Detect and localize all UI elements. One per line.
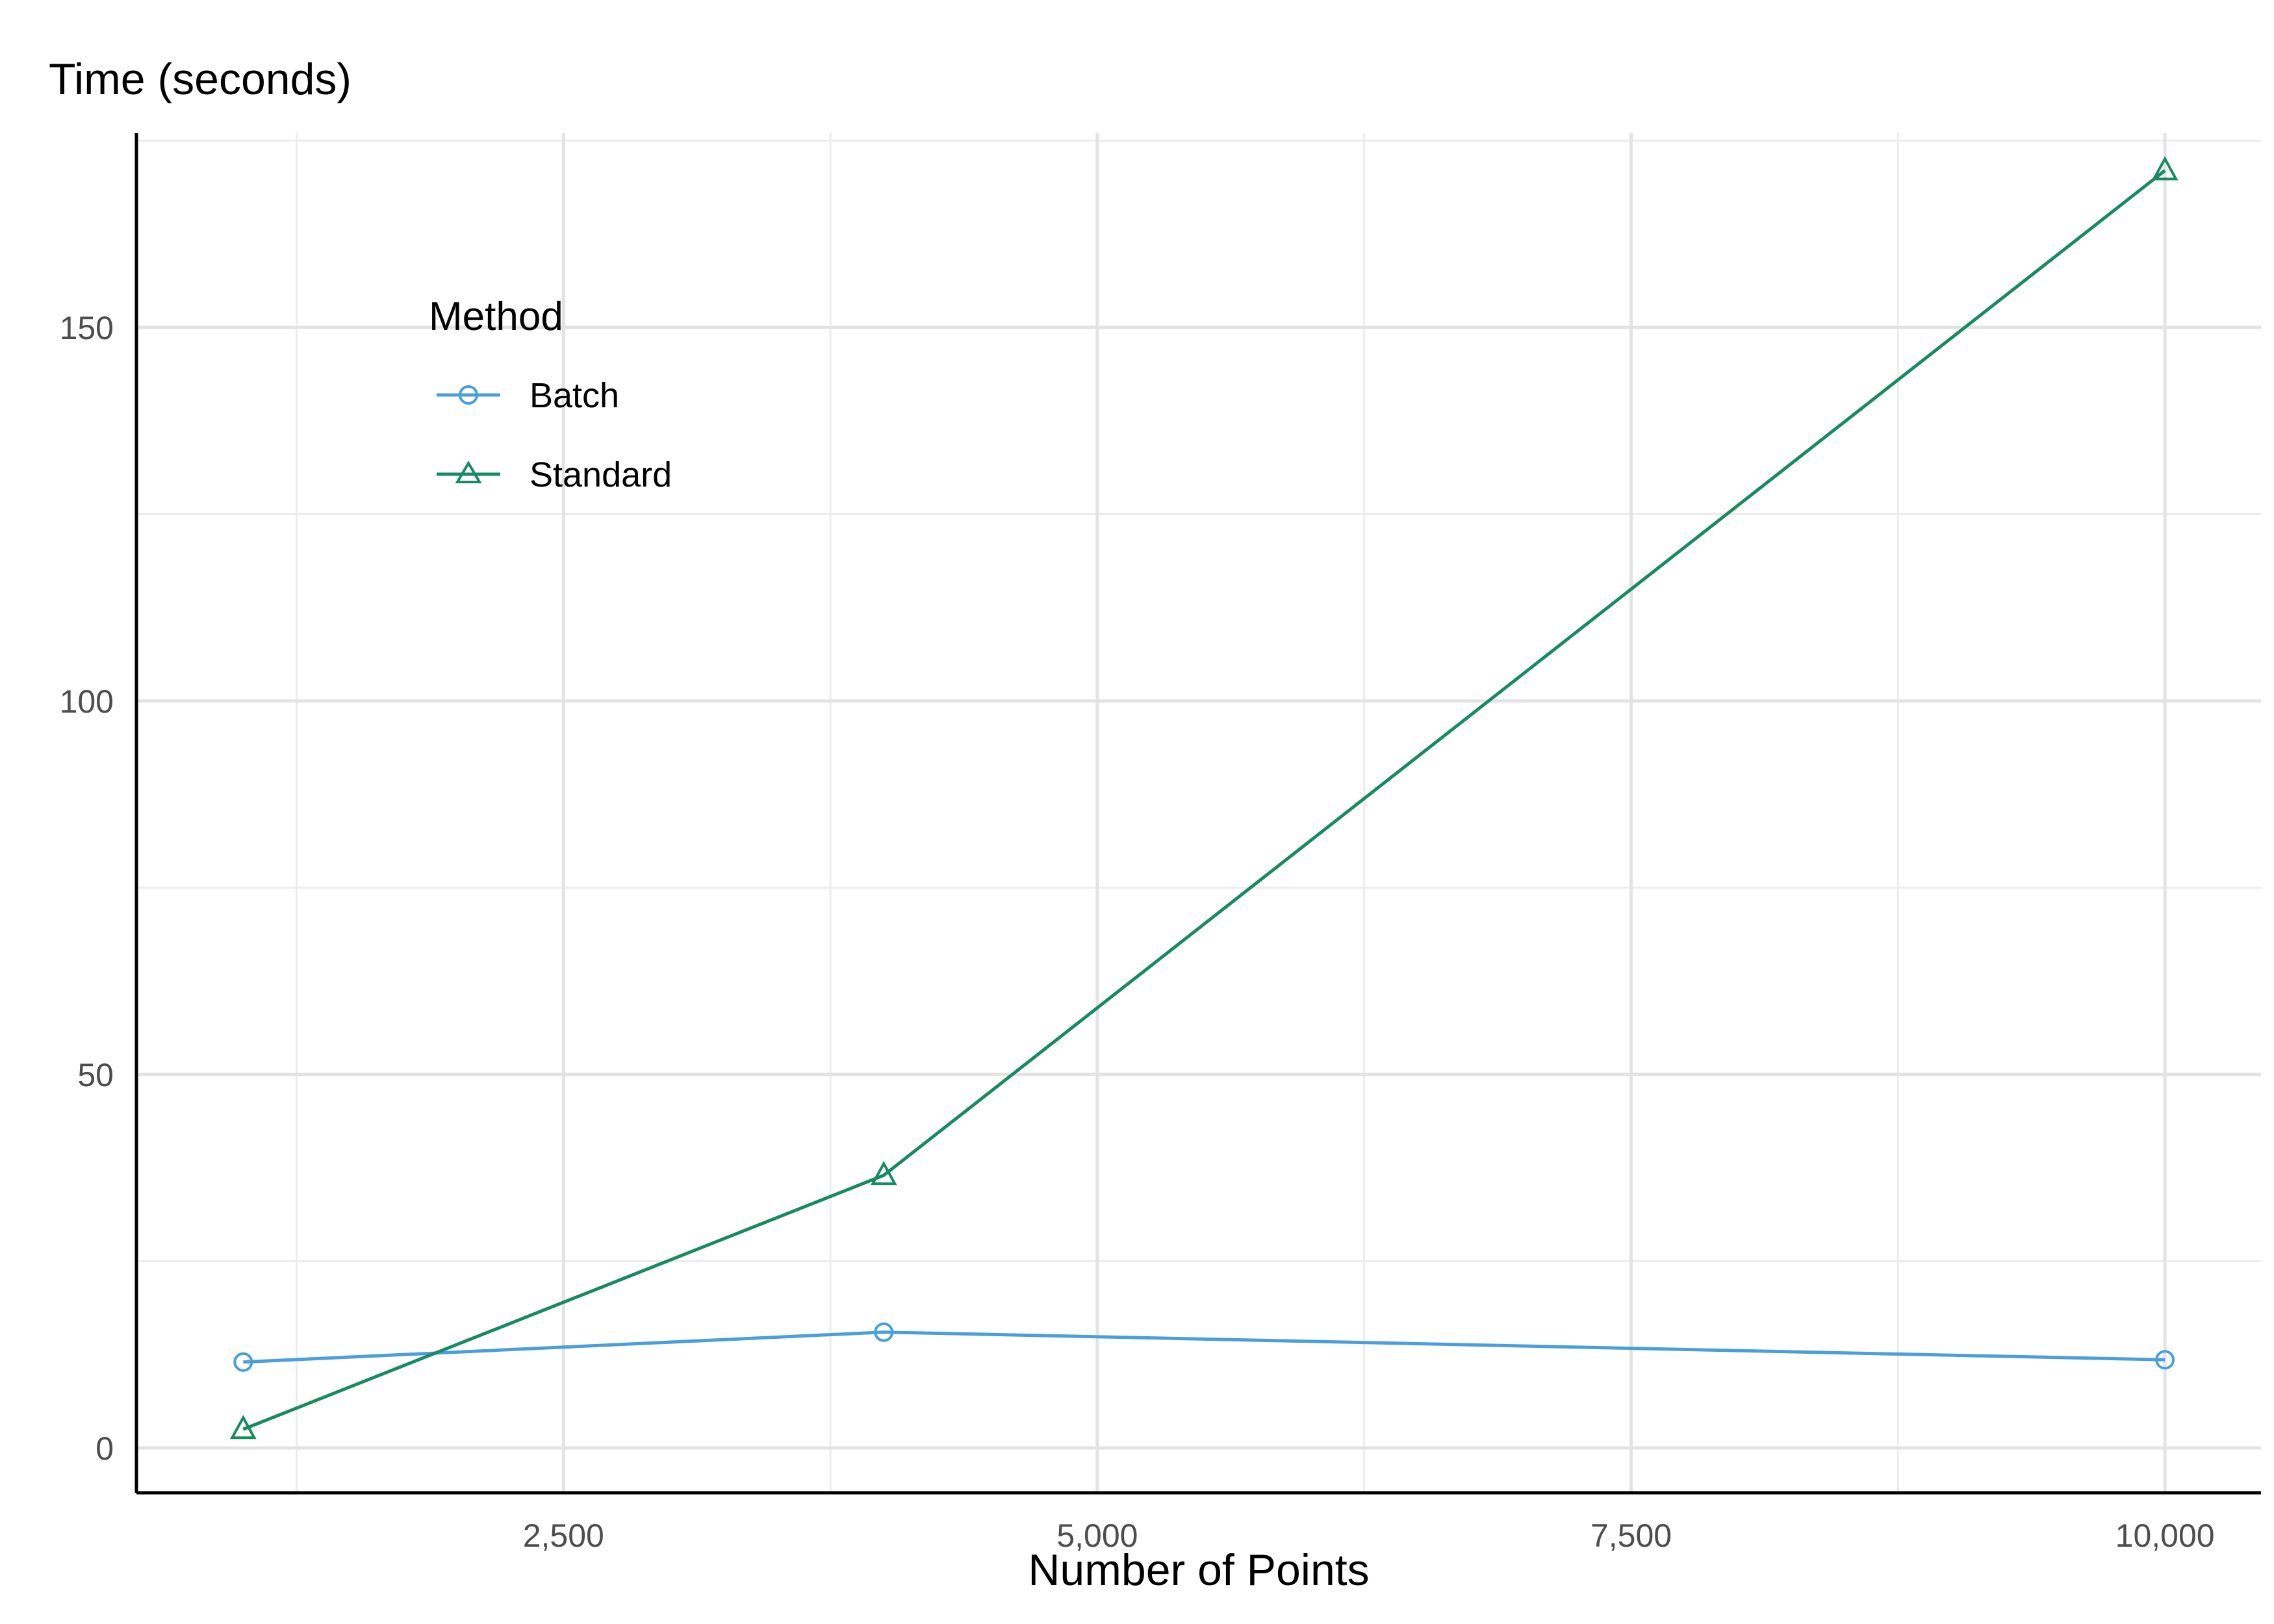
- x-tick-label: 7,500: [1591, 1517, 1672, 1554]
- legend-item-batch: Batch: [437, 376, 619, 415]
- x-axis-title: Number of Points: [1028, 1545, 1369, 1595]
- series-standard-point: [870, 1161, 897, 1186]
- series-standard-point: [229, 1415, 257, 1440]
- y-tick-label: 100: [60, 683, 114, 720]
- series-batch-line: [243, 1330, 2165, 1364]
- legend-standard-marker: [455, 461, 482, 483]
- x-tick-label: 10,000: [2115, 1517, 2215, 1554]
- y-tick-label: 0: [96, 1430, 114, 1467]
- series-batch: [233, 1322, 2175, 1372]
- x-tick-label: 2,500: [523, 1517, 604, 1554]
- series-batch-point: [874, 1322, 894, 1342]
- legend-title: Method: [429, 294, 563, 339]
- x-axis-ticks: 2,500 5,000 7,500 10,000: [523, 1517, 2215, 1554]
- legend-standard-label: Standard: [530, 455, 672, 494]
- series-batch-point: [233, 1352, 253, 1372]
- series-standard: [229, 156, 2178, 1440]
- series-standard-line: [242, 169, 2166, 1431]
- y-tick-label: 150: [60, 310, 114, 346]
- x-tick-label: 5,000: [1056, 1517, 1138, 1554]
- legend-batch-marker: [459, 385, 478, 405]
- y-axis-title: Time (seconds): [49, 55, 351, 104]
- legend: Method Batch Standard: [429, 294, 672, 494]
- legend-batch-label: Batch: [530, 376, 619, 415]
- y-axis-ticks: 0 50 100 150: [60, 310, 114, 1467]
- series-layer: [229, 156, 2178, 1440]
- minor-gridlines: [136, 133, 2261, 1493]
- series-batch-point: [2155, 1350, 2175, 1370]
- series-standard-point: [2151, 156, 2178, 181]
- major-gridlines: [136, 133, 2261, 1493]
- y-tick-label: 50: [77, 1057, 114, 1093]
- legend-item-standard: Standard: [437, 455, 672, 494]
